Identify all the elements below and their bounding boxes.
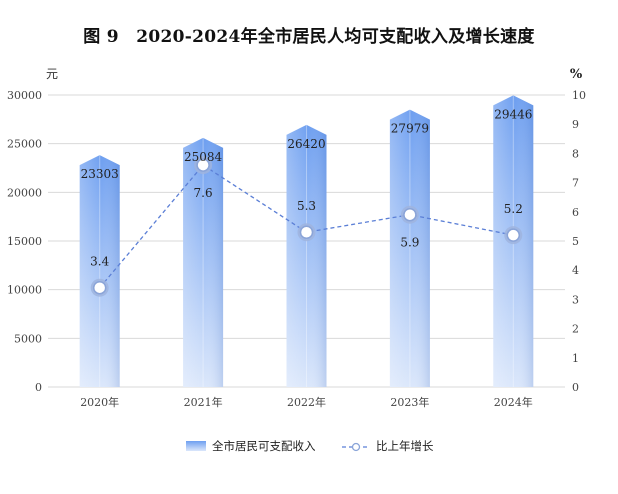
bar-value-label: 26420 <box>287 137 325 151</box>
legend-bar-label: 全市居民可支配收入 <box>212 439 316 453</box>
legend-bar-swatch <box>186 441 206 451</box>
growth-value-label: 7.6 <box>194 186 213 200</box>
y-right-tick-label: 1 <box>572 352 579 365</box>
legend-line-marker <box>351 442 361 452</box>
growth-value-label: 5.9 <box>400 236 419 250</box>
x-tick-label: 2021年 <box>184 395 223 409</box>
bar-shade <box>389 109 430 387</box>
bar-value-label: 25084 <box>184 150 223 164</box>
y-left-tick-label: 20000 <box>7 186 42 199</box>
chart-title: 图 9 2020-2024年全市居民人均可支配收入及增长速度 <box>83 27 535 47</box>
bar-shade <box>79 155 120 387</box>
y-right-tick-label: 7 <box>572 177 579 190</box>
growth-value-label: 5.2 <box>504 202 523 216</box>
y-right-tick-label: 4 <box>572 264 579 277</box>
y-right-tick-label: 8 <box>572 147 579 160</box>
growth-value-label: 3.4 <box>90 255 109 269</box>
growth-point <box>506 228 521 242</box>
y-left-tick-label: 5000 <box>14 332 42 345</box>
x-tick-label: 2022年 <box>287 395 326 409</box>
y-right-tick-label: 3 <box>572 293 579 306</box>
bar-shade <box>286 124 327 387</box>
bar-value-label: 23303 <box>81 167 119 181</box>
legend-line-label: 比上年增长 <box>376 439 434 453</box>
growth-point <box>196 158 210 172</box>
bar-shade <box>183 137 224 387</box>
growth-point <box>92 280 107 295</box>
y-left-tick-label: 25000 <box>7 138 42 151</box>
y-left-tick-label: 15000 <box>7 235 42 248</box>
y-right-tick-label: 2 <box>572 323 579 336</box>
y-right-tick-label: 6 <box>572 206 579 219</box>
y-right-tick-label: 5 <box>572 235 579 248</box>
y-left-tick-label: 30000 <box>7 89 42 102</box>
growth-value-label: 5.3 <box>297 199 316 213</box>
growth-point <box>403 207 417 222</box>
y-right-tick-label: 10 <box>572 89 586 102</box>
growth-point <box>299 225 314 239</box>
x-tick-label: 2020年 <box>80 395 119 409</box>
x-tick-label: 2024年 <box>494 395 533 409</box>
y-left-unit: 元 <box>46 67 58 81</box>
y-right-tick-label: 0 <box>572 381 579 394</box>
bar-value-label: 27979 <box>391 122 429 136</box>
x-tick-label: 2023年 <box>390 395 429 409</box>
y-right-tick-label: 9 <box>572 118 579 131</box>
y-right-unit: % <box>570 67 583 82</box>
bar-value-label: 29446 <box>494 107 532 121</box>
y-left-tick-label: 10000 <box>7 284 42 297</box>
y-left-tick-label: 0 <box>35 381 42 394</box>
